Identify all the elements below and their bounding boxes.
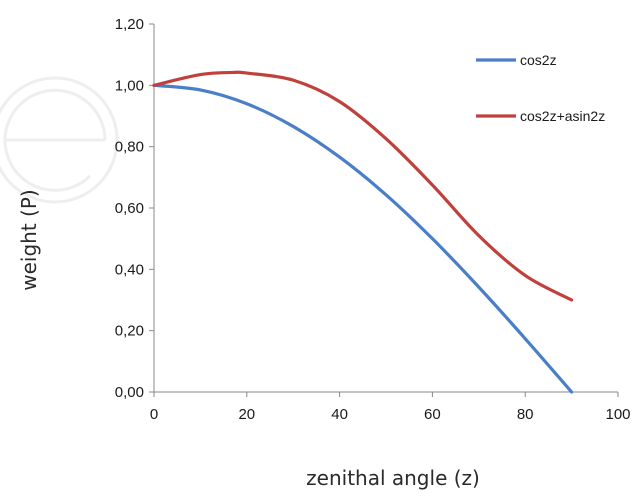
x-tick-label: 40 (331, 406, 348, 423)
plot-area (152, 70, 574, 394)
y-tick-label: 1,20 (115, 16, 144, 33)
y-tick-label: 1,00 (115, 77, 144, 94)
x-tick-label: 80 (517, 406, 534, 423)
x-tick-label: 20 (238, 406, 255, 423)
y-tick-label: 0,60 (115, 200, 144, 217)
legend-label: cos2z+asin2z (520, 108, 605, 124)
y-tick-label: 0,20 (115, 323, 144, 340)
x-tick-label: 100 (605, 406, 630, 423)
y-tick-label: 0,80 (115, 139, 144, 156)
x-axis-title: zenithal angle (z) (306, 466, 480, 490)
x-tick-label: 60 (424, 406, 441, 423)
y-axis-title: weight (P) (17, 189, 41, 290)
legend-label: cos2z (520, 52, 557, 68)
x-tick-label: 0 (150, 406, 158, 423)
series-line-cos2z-asin2z (152, 70, 574, 302)
axes: 0,00 0,20 0,40 0,60 0,80 1,00 1,20 0 20 40 60 80 100 (115, 16, 631, 423)
watermark-logo (0, 76, 119, 204)
y-tick-label: 0,00 (115, 384, 144, 401)
legend: cos2z cos2z+asin2z (476, 52, 605, 124)
series-line-cos2z (152, 83, 574, 394)
y-tick-label: 0,40 (115, 261, 144, 278)
